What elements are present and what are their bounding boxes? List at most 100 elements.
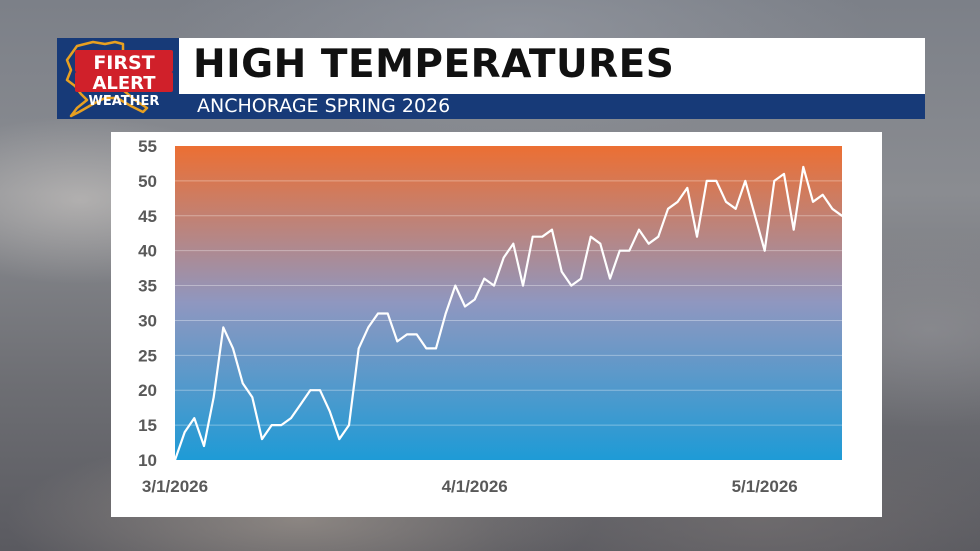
series-points [174, 166, 853, 461]
data-point [657, 235, 660, 238]
data-point [792, 228, 795, 231]
data-point [734, 207, 737, 210]
data-point [406, 333, 408, 336]
plot-area [175, 146, 842, 460]
data-point [638, 228, 640, 231]
data-point [454, 284, 457, 287]
temperature-line-chart: 10 15 20 25 30 35 40 45 50 55 3/1/2026 4/1/2026 5/1… [138, 137, 853, 496]
data-point [280, 424, 283, 426]
data-point [367, 326, 370, 329]
header-banner: FIRST ALERT WEATHER HIGH TEMPERATURES AN… [57, 38, 925, 119]
data-point [174, 459, 176, 461]
data-point [512, 242, 515, 245]
data-point [251, 396, 254, 399]
data-point [609, 277, 611, 280]
subtitle-bar: ANCHORAGE SPRING 2026 [179, 94, 925, 119]
y-tick-label: 30 [138, 311, 157, 330]
data-point [725, 200, 727, 203]
data-point [222, 326, 225, 329]
data-point [812, 200, 814, 203]
y-tick-label: 25 [138, 346, 157, 365]
data-point [686, 187, 689, 189]
data-point [493, 284, 495, 287]
data-point [580, 277, 582, 280]
y-tick-label: 50 [138, 172, 157, 191]
data-point [628, 249, 631, 252]
data-point [773, 180, 776, 182]
y-tick-label: 55 [138, 137, 157, 156]
data-point [261, 438, 263, 440]
data-point [522, 284, 524, 287]
data-point [744, 180, 747, 182]
data-point [377, 312, 379, 315]
data-point [473, 298, 476, 301]
data-point [618, 249, 621, 252]
data-point [589, 235, 592, 238]
y-tick-label: 20 [138, 381, 157, 400]
data-point [212, 396, 215, 399]
page-subtitle: ANCHORAGE SPRING 2026 [197, 95, 451, 117]
x-tick-label: 4/1/2026 [442, 477, 508, 496]
logo-text-alert: ALERT [92, 73, 156, 94]
y-tick-label: 10 [138, 451, 157, 470]
data-point [319, 389, 321, 392]
data-point [850, 207, 853, 210]
data-point [599, 242, 602, 245]
data-point [821, 193, 824, 196]
data-point [203, 445, 205, 447]
data-point [232, 347, 234, 350]
data-point [357, 347, 360, 350]
gridlines [175, 180, 842, 426]
x-axis-tick-labels: 3/1/2026 4/1/2026 5/1/2026 [142, 477, 798, 496]
data-point [763, 249, 766, 252]
alaska-map-icon: FIRST ALERT WEATHER [65, 40, 173, 118]
data-point [560, 270, 563, 273]
data-point [338, 438, 341, 440]
logo-text-weather: WEATHER [89, 94, 160, 109]
data-point [551, 228, 553, 231]
data-point [754, 214, 756, 217]
data-point [425, 347, 428, 350]
data-point [348, 424, 350, 426]
data-point [241, 382, 244, 385]
y-tick-label: 35 [138, 277, 157, 296]
data-point [290, 417, 292, 419]
data-point [696, 235, 698, 238]
data-point [270, 424, 273, 426]
title-bar: HIGH TEMPERATURES [179, 38, 925, 94]
data-point [502, 256, 505, 259]
data-point [396, 340, 399, 343]
y-tick-label: 15 [138, 416, 157, 435]
data-point [570, 284, 573, 287]
data-point [647, 242, 650, 245]
x-tick-label: 3/1/2026 [142, 477, 208, 496]
data-point [464, 305, 466, 308]
data-point [802, 166, 805, 168]
x-tick-label: 5/1/2026 [732, 477, 798, 496]
data-point [328, 410, 331, 413]
data-point [667, 207, 669, 210]
data-point [841, 214, 843, 217]
page-title: HIGH TEMPERATURES [193, 42, 675, 87]
data-point [541, 235, 544, 238]
data-point [309, 389, 312, 392]
y-axis-tick-labels: 10 15 20 25 30 35 40 45 50 55 [138, 137, 157, 470]
data-point [193, 417, 196, 419]
data-point [715, 180, 718, 182]
data-point [299, 403, 302, 406]
first-alert-weather-logo: FIRST ALERT WEATHER [57, 38, 179, 119]
logo-text-first: FIRST [93, 52, 154, 74]
data-point [783, 173, 785, 175]
data-point [444, 312, 447, 315]
data-point [705, 180, 708, 182]
data-point [531, 235, 534, 238]
data-point [676, 200, 679, 203]
y-tick-label: 40 [138, 242, 157, 261]
data-point [435, 347, 437, 350]
y-tick-label: 45 [138, 207, 157, 226]
data-point [415, 333, 418, 336]
chart-panel: 10 15 20 25 30 35 40 45 50 55 3/1/2026 4/1/2026 5/1… [111, 132, 882, 517]
data-point [386, 312, 389, 315]
data-point [831, 207, 834, 210]
data-point [483, 277, 486, 280]
